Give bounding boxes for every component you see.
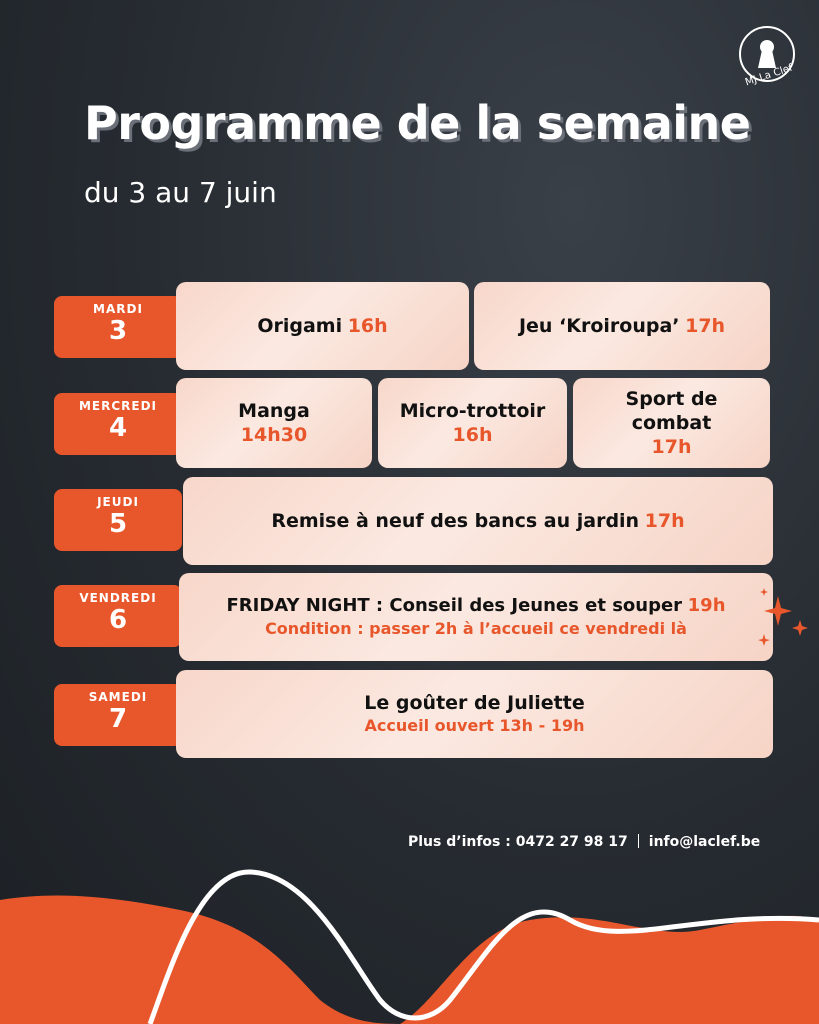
event-note: Condition : passer 2h à l’accueil ce ven… — [265, 619, 687, 638]
event-time: 17h — [651, 436, 692, 458]
event-card-manga: Manga 14h30 — [176, 378, 372, 468]
page-subtitle: du 3 au 7 juin — [84, 176, 277, 209]
event-note: Accueil ouvert 13h - 19h — [364, 716, 585, 735]
divider — [637, 834, 639, 848]
event-time: 19h — [687, 595, 726, 616]
keyhole-icon — [758, 40, 776, 68]
event-title: Manga — [238, 400, 310, 422]
event-card-kroiroupa: Jeu ‘Kroiroupa’ 17h — [474, 282, 770, 370]
event-title-line1: Sport de — [625, 388, 718, 410]
day-name: JEUDI — [97, 495, 139, 509]
day-badge-jeudi: JEUDI 5 — [54, 489, 182, 551]
event-title: Le goûter de Juliette — [364, 692, 585, 714]
event-title: Jeu ‘Kroiroupa’ — [518, 315, 680, 337]
event-time: 14h30 — [240, 424, 308, 446]
event-card-origami: Origami 16h — [176, 282, 469, 370]
decorative-waves — [0, 869, 819, 1024]
event-card-micro-trottoir: Micro-trottoir 16h — [378, 378, 567, 468]
day-name: MARDI — [93, 302, 143, 316]
event-title: FRIDAY NIGHT : Conseil des Jeunes et sou… — [226, 595, 683, 616]
day-name: MERCREDI — [78, 399, 158, 413]
logo — [739, 26, 795, 82]
event-title: Origami — [257, 315, 343, 337]
day-name: VENDREDI — [79, 591, 157, 605]
event-time: 16h — [347, 315, 388, 337]
event-time: 17h — [644, 510, 685, 532]
event-title: Remise à neuf des bancs au jardin — [271, 510, 640, 532]
day-number: 7 — [108, 704, 128, 734]
contact-email[interactable]: info@laclef.be — [648, 834, 761, 850]
contact-phone: Plus d’infos : 0472 27 98 17 — [408, 834, 628, 850]
event-card-sport-de-combat: Sport de combat 17h — [573, 378, 770, 468]
contact-info: Plus d’infos : 0472 27 98 17 info@laclef.… — [408, 834, 760, 850]
day-number: 4 — [108, 413, 128, 443]
page-title: Programme de la semaine — [84, 96, 751, 150]
day-number: 3 — [108, 316, 128, 346]
day-badge-mardi: MARDI 3 — [54, 296, 182, 358]
day-badge-mercredi: MERCREDI 4 — [54, 393, 182, 455]
event-card-remise-a-neuf: Remise à neuf des bancs au jardin 17h — [183, 477, 773, 565]
event-card-friday-night: FRIDAY NIGHT : Conseil des Jeunes et sou… — [179, 573, 773, 661]
day-name: SAMEDI — [88, 690, 148, 704]
day-number: 6 — [108, 605, 128, 635]
sparkle-icon — [758, 588, 808, 646]
day-badge-vendredi: VENDREDI 6 — [54, 585, 182, 647]
event-card-gouter: Le goûter de Juliette Accueil ouvert 13h… — [176, 670, 773, 758]
event-title: Micro-trottoir — [399, 400, 546, 422]
event-time: 16h — [452, 424, 493, 446]
event-time: 17h — [685, 315, 726, 337]
day-number: 5 — [108, 509, 128, 539]
event-title-line2: combat — [631, 412, 712, 434]
day-badge-samedi: SAMEDI 7 — [54, 684, 182, 746]
